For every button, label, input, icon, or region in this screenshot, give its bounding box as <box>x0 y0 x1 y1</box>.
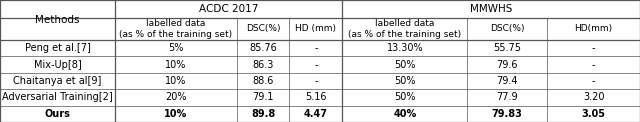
Text: Methods: Methods <box>35 15 80 25</box>
Text: 85.76: 85.76 <box>249 43 277 53</box>
Text: 55.75: 55.75 <box>493 43 521 53</box>
Text: Adversarial Training[2]: Adversarial Training[2] <box>2 92 113 102</box>
Text: 4.47: 4.47 <box>304 109 328 119</box>
Text: ACDC 2017: ACDC 2017 <box>199 4 259 14</box>
Text: -: - <box>592 43 595 53</box>
Text: Ours: Ours <box>45 109 70 119</box>
Text: 50%: 50% <box>394 60 415 70</box>
Text: 40%: 40% <box>393 109 417 119</box>
Text: -: - <box>592 76 595 86</box>
Text: HD (mm): HD (mm) <box>295 25 337 34</box>
Text: 3.05: 3.05 <box>582 109 605 119</box>
Text: 13.30%: 13.30% <box>387 43 423 53</box>
Text: labelled data
(as % of the training set): labelled data (as % of the training set) <box>348 19 461 39</box>
Text: 79.6: 79.6 <box>497 60 518 70</box>
Text: -: - <box>314 60 317 70</box>
Text: 10%: 10% <box>164 109 188 119</box>
Text: 5.16: 5.16 <box>305 92 326 102</box>
Text: -: - <box>314 76 317 86</box>
Text: 3.20: 3.20 <box>583 92 604 102</box>
Text: 79.1: 79.1 <box>252 92 274 102</box>
Text: 79.4: 79.4 <box>497 76 518 86</box>
Text: -: - <box>592 60 595 70</box>
Text: 20%: 20% <box>165 92 187 102</box>
Text: DSC(%): DSC(%) <box>490 25 524 34</box>
Text: 50%: 50% <box>394 92 415 102</box>
Text: 89.8: 89.8 <box>251 109 275 119</box>
Text: DSC(%): DSC(%) <box>246 25 280 34</box>
Text: Peng et al.[7]: Peng et al.[7] <box>25 43 90 53</box>
Text: Mix-Up[8]: Mix-Up[8] <box>34 60 81 70</box>
Text: 5%: 5% <box>168 43 184 53</box>
Text: HD(mm): HD(mm) <box>575 25 612 34</box>
Text: 50%: 50% <box>394 76 415 86</box>
Text: 88.6: 88.6 <box>252 76 274 86</box>
Text: 79.83: 79.83 <box>492 109 523 119</box>
Text: -: - <box>314 43 317 53</box>
Text: 10%: 10% <box>165 60 187 70</box>
Text: labelled data
(as % of the training set): labelled data (as % of the training set) <box>120 19 232 39</box>
Text: MMWHS: MMWHS <box>470 4 513 14</box>
Text: Chaitanya et al[9]: Chaitanya et al[9] <box>13 76 102 86</box>
Text: 10%: 10% <box>165 76 187 86</box>
Text: 77.9: 77.9 <box>497 92 518 102</box>
Text: 86.3: 86.3 <box>252 60 274 70</box>
